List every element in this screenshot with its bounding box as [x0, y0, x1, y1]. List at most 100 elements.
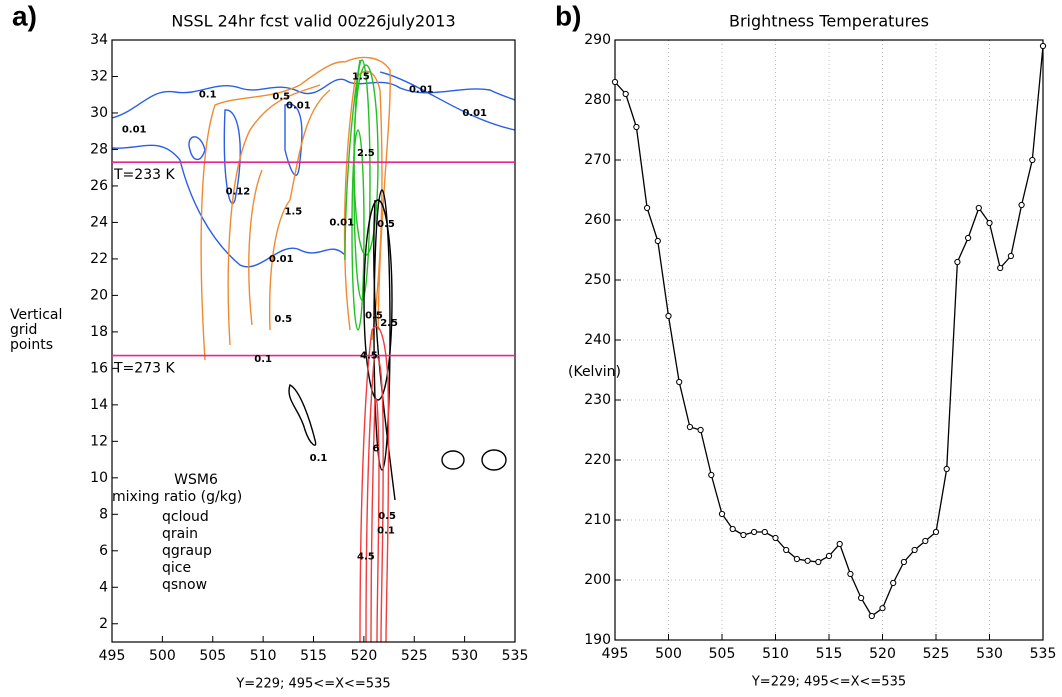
contour-label: 0.5 — [365, 310, 383, 321]
marker — [825, 552, 833, 560]
x-tick-label: 515 — [816, 646, 843, 662]
y-tick-label: 12 — [90, 433, 108, 449]
contour-label: 1.5 — [352, 71, 370, 82]
marker — [665, 312, 672, 320]
x-tick-label: 505 — [199, 648, 226, 664]
qgraup-contours — [344, 59, 379, 331]
marker — [1039, 42, 1047, 50]
x-tick-label: 535 — [502, 648, 529, 664]
legend-entry: qcloud — [162, 509, 209, 525]
marker — [697, 426, 704, 434]
x-tick-label: 530 — [976, 646, 1003, 662]
y-tick-label: 280 — [584, 92, 611, 108]
contour-label: 0.01 — [329, 217, 354, 228]
marker — [676, 378, 683, 386]
marker — [943, 465, 950, 473]
marker — [868, 612, 875, 620]
contours — [112, 56, 515, 642]
x-tick-label: 510 — [762, 646, 789, 662]
x-axis-label: Y=229; 495<=X<=535 — [751, 675, 906, 690]
marker — [793, 555, 801, 563]
y-tick-label: 270 — [584, 152, 611, 168]
panel-label: b) — [555, 0, 581, 31]
y-tick-label: 210 — [584, 512, 611, 528]
y-tick-label: 230 — [584, 392, 611, 408]
y-tick-label: 26 — [90, 178, 108, 194]
chart-title: Brightness Temperatures — [729, 12, 929, 31]
x-tick-label: 525 — [923, 646, 950, 662]
y-tick-label: 10 — [90, 470, 108, 486]
qrain-contours — [359, 325, 390, 642]
y-axis-label: points — [10, 337, 53, 353]
marker — [1018, 201, 1025, 209]
x-tick-label: 510 — [250, 648, 277, 664]
marker — [718, 510, 726, 518]
contour-label: 1.5 — [284, 206, 302, 217]
marker — [1007, 252, 1015, 260]
contour-label: 2.5 — [357, 148, 375, 159]
legend-title: WSM6 — [174, 472, 218, 488]
y-axis-label: grid — [10, 322, 37, 338]
legend-entry: qsnow — [162, 577, 207, 593]
legend-entry: qgraup — [162, 543, 212, 559]
x-axis-label: Y=229; 495<=X<=535 — [235, 677, 390, 692]
marker — [847, 570, 854, 578]
contour-label: 2.5 — [380, 318, 398, 329]
marker — [890, 579, 897, 587]
contour-label: 0.01 — [409, 84, 434, 95]
marker — [633, 123, 640, 131]
marker — [611, 78, 619, 86]
marker — [911, 546, 918, 554]
contour-label: 0.5 — [377, 219, 395, 230]
y-tick-label: 20 — [90, 287, 108, 303]
legend-entry: qrain — [162, 526, 198, 542]
marker — [997, 264, 1004, 272]
contour-label: 0.5 — [378, 511, 396, 522]
marker — [761, 528, 768, 536]
panel-label: a) — [12, 0, 37, 31]
x-tick-label: 520 — [351, 648, 378, 664]
marker — [858, 594, 865, 602]
x-tick-label: 500 — [149, 648, 176, 664]
contour-label: 4.5 — [357, 551, 375, 562]
marker — [740, 531, 747, 539]
marker — [879, 605, 886, 612]
marker — [804, 557, 811, 564]
marker — [900, 558, 908, 566]
marker — [654, 237, 661, 245]
marker — [729, 525, 736, 533]
y-tick-label: 200 — [584, 572, 611, 588]
x-tick-label: 530 — [451, 648, 478, 664]
marker — [954, 258, 961, 266]
contour-label: 0.5 — [274, 314, 292, 325]
contour-label: 0.1 — [199, 90, 217, 101]
contour-label: 0.1 — [377, 526, 395, 537]
y-tick-label: 2 — [99, 616, 108, 632]
contour-label: 0.01 — [122, 124, 147, 135]
marker — [622, 90, 629, 98]
contour-label: 0.01 — [462, 108, 487, 119]
marker — [751, 528, 758, 536]
y-tick-label: 14 — [90, 397, 108, 413]
qice-contours — [112, 71, 515, 268]
qcloud-contours — [288, 189, 507, 501]
y-tick-label: 28 — [90, 141, 108, 157]
y-tick-label: 6 — [99, 543, 108, 559]
x-tick-label: 505 — [709, 646, 736, 662]
contour-label: 0.01 — [269, 254, 294, 265]
y-tick-label: 34 — [90, 32, 108, 48]
x-tick-label: 520 — [869, 646, 896, 662]
marker — [783, 546, 790, 554]
line — [614, 45, 1044, 617]
y-tick-label: 240 — [584, 332, 611, 348]
marker — [708, 471, 715, 479]
marker — [965, 234, 972, 242]
plot-frame — [111, 39, 516, 643]
contour-label: 6 — [372, 444, 379, 455]
contour-label: 0.01 — [286, 101, 311, 112]
marker — [986, 219, 993, 227]
isotherm-label: T=233 K — [113, 167, 175, 183]
y-tick-label: 290 — [584, 32, 611, 48]
contour-label: 4.5 — [360, 351, 378, 362]
